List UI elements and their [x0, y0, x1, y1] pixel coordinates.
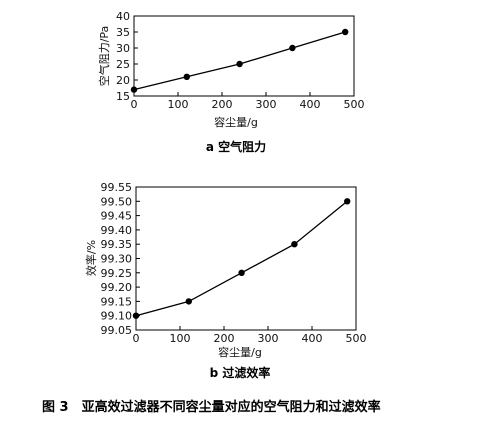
chart-a-data-point	[130, 86, 138, 93]
chart-a-y-tick-label: 20	[116, 74, 130, 87]
chart-a-y-tick-label: 30	[116, 42, 130, 55]
chart-b-subtitle: b 过滤效率	[210, 365, 271, 380]
chart-b-data-point	[132, 312, 140, 319]
chart-a-subtitle: a 空气阻力	[206, 139, 266, 154]
chart-b-y-tick-label: 99.30	[101, 253, 133, 266]
chart-b-y-tick-label: 99.40	[101, 224, 133, 237]
chart-b-x-tick-label: 0	[133, 332, 140, 345]
chart-a-frame	[133, 15, 355, 97]
chart-a-x-tick-label: 200	[212, 98, 233, 111]
chart-a-series-line	[133, 31, 346, 91]
chart-a-ticks: 0 100 200 300 400 500 15 20 25 30 35 40	[116, 10, 365, 111]
chart-b-y-tick-label: 99.55	[101, 181, 133, 194]
chart-b-data-point	[185, 298, 192, 305]
chart-b-x-tick-label: 200	[214, 332, 235, 345]
chart-b-x-tick-label: 500	[346, 332, 367, 345]
chart-b-y-tick-label: 99.20	[101, 281, 133, 294]
chart-b-x-tick-label: 300	[258, 332, 279, 345]
chart-a-x-tick-label: 0	[131, 98, 138, 111]
chart-a-data-point	[183, 73, 190, 81]
chart-b-y-tick-label: 99.35	[101, 238, 133, 251]
chart-a-y-tick-label: 15	[116, 90, 130, 103]
chart-b-frame	[135, 186, 357, 331]
chart-b-x-axis-label: 容尘量/g	[218, 345, 262, 359]
chart-a-x-tick-label: 100	[168, 98, 189, 111]
chart-b-points	[132, 198, 351, 319]
chart-a-x-tick-label: 500	[344, 98, 365, 111]
chart-b-y-tick-label: 99.05	[101, 324, 133, 337]
chart-b-data-point	[238, 269, 245, 276]
chart-b-y-tick-label: 99.50	[101, 195, 133, 208]
chart-a-x-axis-label: 容尘量/g	[214, 115, 258, 129]
chart-a-y-tick-label: 25	[116, 58, 130, 71]
chart-a-data-point	[342, 28, 349, 36]
chart-b-y-tick-label: 99.45	[101, 210, 133, 223]
chart-a-data-point	[236, 60, 243, 68]
figure-caption: 图 3 亚高效过滤器不同容尘量对应的空气阻力和过滤效率	[42, 399, 381, 415]
chart-b-x-tick-label: 100	[170, 332, 191, 345]
chart-a-y-tick-label: 40	[116, 10, 130, 23]
chart-a-data-point	[289, 44, 296, 52]
chart-b-y-tick-label: 99.25	[101, 267, 133, 280]
chart-a-points	[130, 28, 349, 93]
chart-a-y-tick-label: 35	[116, 26, 130, 39]
chart-b-y-tick-label: 99.15	[101, 295, 133, 308]
chart-b-y-tick-label: 99.10	[101, 310, 133, 323]
chart-b-data-point	[291, 241, 298, 248]
chart-a-x-tick-label: 300	[256, 98, 277, 111]
chart-b-x-tick-label: 400	[302, 332, 323, 345]
chart-air-resistance: 0 100 200 300 400 500 15 20 25 30 35 40 容尘量/g 空气阻力/…	[97, 10, 365, 154]
chart-b-y-axis-label: 效率/%	[84, 240, 98, 276]
chart-a-x-tick-label: 400	[300, 98, 321, 111]
chart-b-data-point	[344, 198, 351, 205]
chart-b-series-line	[135, 200, 348, 317]
chart-a-y-axis-label: 空气阻力/Pa	[97, 26, 111, 87]
